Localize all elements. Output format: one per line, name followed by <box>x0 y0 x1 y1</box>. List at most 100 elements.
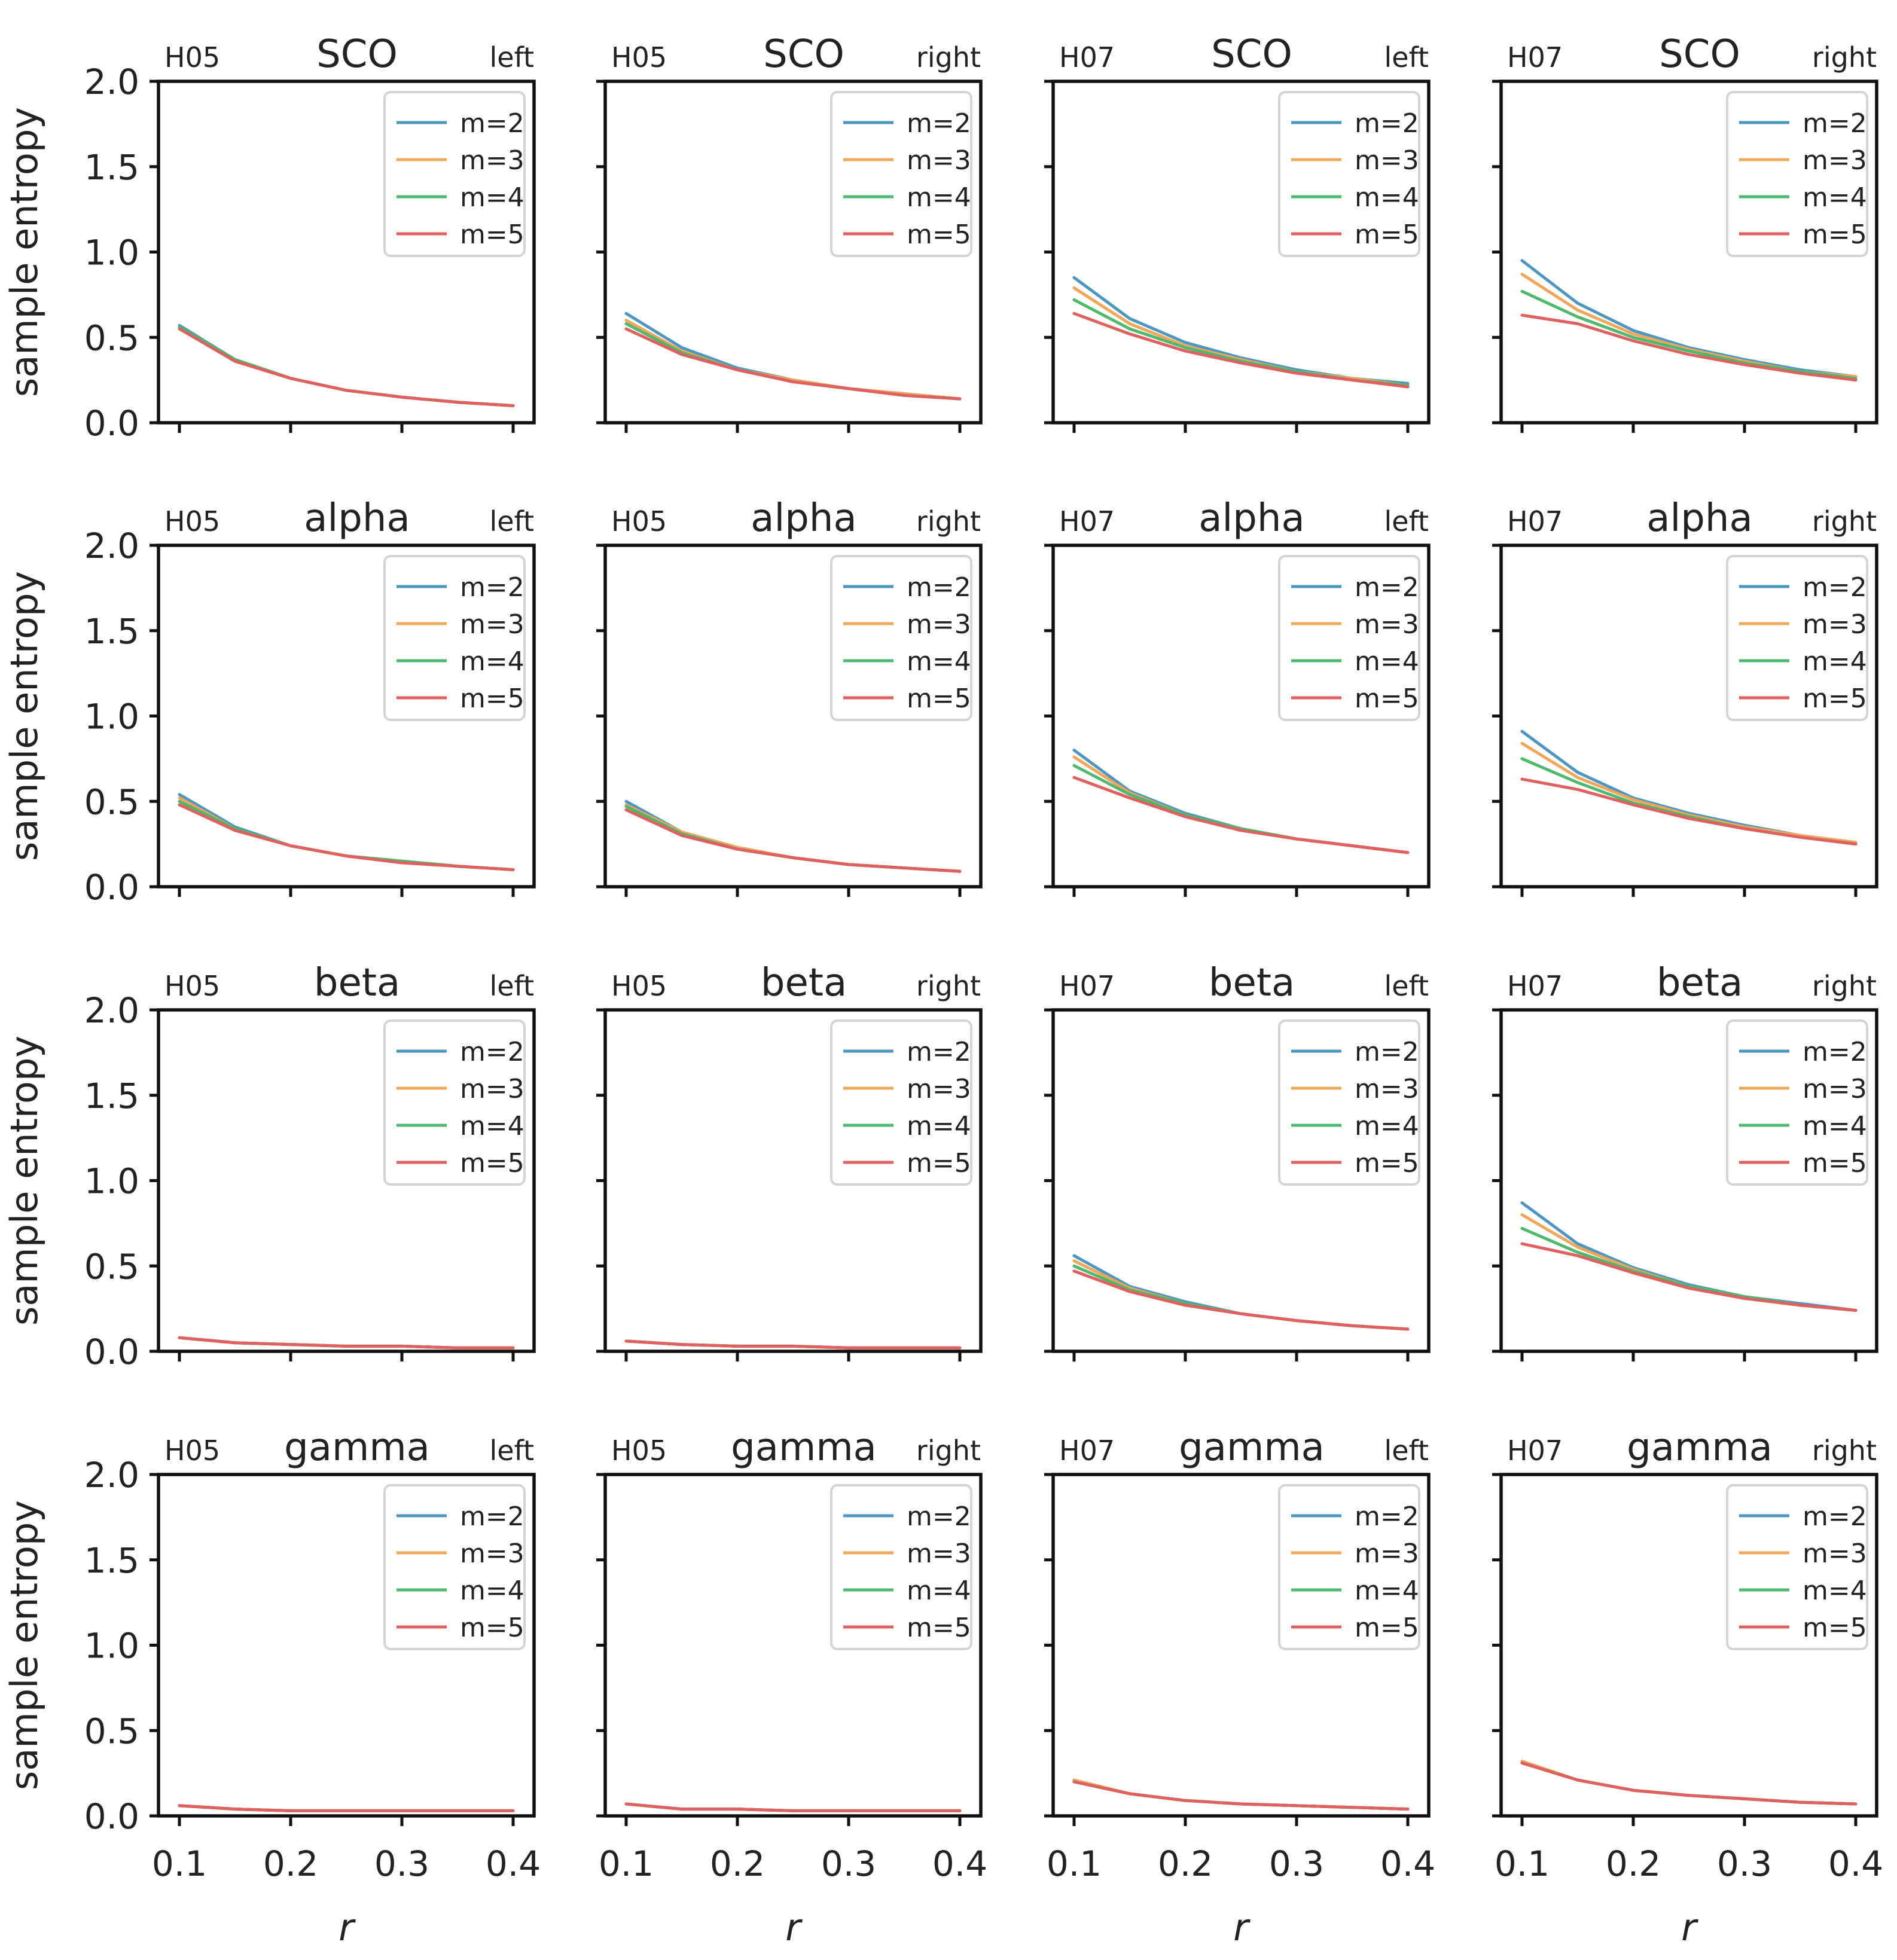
legend-label: m=5 <box>1803 1148 1867 1179</box>
series-line-m5 <box>1520 1761 1858 1806</box>
legend-label: m=5 <box>460 683 524 714</box>
legend-label: m=4 <box>1803 182 1867 213</box>
legend-box <box>830 1484 972 1650</box>
legend-label: m=3 <box>1355 1074 1419 1104</box>
panel-side-label: right <box>1812 1434 1877 1467</box>
panel-side-label: left <box>1384 1434 1429 1467</box>
axes-frame <box>1499 80 1878 425</box>
series-line-m3 <box>1520 741 1858 844</box>
legend-label: m=4 <box>907 646 971 677</box>
x-axis-label: r <box>1681 1906 1698 1949</box>
legend-label: m=5 <box>907 1613 971 1643</box>
axes-frame <box>603 1473 983 1818</box>
y-axis-label: sample entropy <box>2 571 46 861</box>
legend-label: m=4 <box>460 646 524 677</box>
legend-label: m=4 <box>460 1111 524 1141</box>
legend-label: m=5 <box>907 219 971 250</box>
legend-label: m=4 <box>1355 1111 1419 1141</box>
series-line-m2 <box>1520 1760 1858 1806</box>
legend: m=2 m=3 m=4 m=5 <box>830 1019 972 1186</box>
legend-label: m=3 <box>460 1538 524 1569</box>
series-line-m5 <box>1072 1780 1410 1811</box>
legend: m=2 m=3 m=4 m=5 <box>1726 1019 1868 1186</box>
panel-side-label: right <box>1812 41 1877 74</box>
legend: m=2 m=3 m=4 m=5 <box>1726 555 1868 721</box>
panel-band-title: alpha <box>304 496 410 541</box>
x-tick-label: 0.1 <box>1495 1843 1550 1884</box>
legend: m=2 m=3 m=4 m=5 <box>1278 1019 1420 1186</box>
legend: m=2 m=3 m=4 m=5 <box>383 91 526 257</box>
series-line-m3 <box>624 319 962 401</box>
legend-label: m=3 <box>1355 1538 1419 1569</box>
series-line-m2 <box>1072 1254 1410 1331</box>
panel-band-title: beta <box>761 961 847 1005</box>
legend-label: m=5 <box>907 1148 971 1179</box>
x-tick-label: 0.2 <box>1158 1843 1213 1884</box>
y-tick-label: 1.0 <box>84 233 139 273</box>
legend-label: m=4 <box>1803 646 1867 677</box>
x-tick-label: 0.1 <box>1047 1843 1102 1884</box>
panel-band-title: alpha <box>1198 496 1304 541</box>
panel-band-title: beta <box>314 961 400 1005</box>
panel-subject-label: H05 <box>611 41 667 74</box>
panel-side-label: right <box>916 1434 981 1467</box>
y-axis-label: sample entropy <box>2 1036 46 1326</box>
x-tick-label: 0.4 <box>932 1843 987 1884</box>
panel-band-title: SCO <box>1211 32 1292 77</box>
series-line-m4 <box>1520 289 1858 380</box>
series-line-m3 <box>1520 1213 1858 1312</box>
legend-label: m=2 <box>1355 1501 1419 1532</box>
axes-frame <box>157 1008 536 1353</box>
legend-label: m=3 <box>460 609 524 640</box>
series-line-m5 <box>1072 312 1410 389</box>
panel-band-title: gamma <box>1627 1425 1773 1470</box>
panel-subject-label: H05 <box>611 970 667 1002</box>
x-tick-label: 0.3 <box>374 1843 429 1884</box>
x-tick-label: 0.4 <box>486 1843 541 1884</box>
series-line-m4 <box>178 325 515 407</box>
panel-h07-gamma-right: H07 gamma right 0.1 0.2 0.3 0.4 m=2 m=3 m=4 m=5 r <box>1492 1425 1883 1949</box>
legend-box <box>1278 1484 1420 1650</box>
legend-box <box>1726 91 1868 257</box>
panel-h07-alpha-left: H07 alpha left m=2 m=3 m=4 m=5 <box>1044 496 1431 897</box>
x-tick-label: 0.2 <box>710 1843 765 1884</box>
panel-h07-sco-left: H07 SCO left m=2 m=3 m=4 m=5 <box>1044 32 1431 433</box>
panel-band-title: gamma <box>731 1425 877 1470</box>
panel-side-label: left <box>489 505 534 538</box>
legend-label: m=4 <box>1355 1576 1419 1606</box>
panel-subject-label: H07 <box>1059 505 1115 538</box>
panel-subject-label: H07 <box>1059 1434 1115 1467</box>
axes-frame <box>1051 544 1431 889</box>
legend-box <box>830 1019 972 1186</box>
panel-subject-label: H07 <box>1507 970 1563 1002</box>
legend-label: m=5 <box>460 219 524 250</box>
panel-subject-label: H07 <box>1507 505 1563 538</box>
series-line-m5 <box>178 1336 515 1350</box>
panel-h07-beta-right: H07 beta right m=2 m=3 m=4 m=5 <box>1492 961 1878 1361</box>
legend-label: m=2 <box>460 1501 524 1532</box>
legend-box <box>1726 1019 1868 1186</box>
legend-label: m=2 <box>1803 1501 1867 1532</box>
y-tick-label: 1.0 <box>84 697 139 737</box>
series-line-m2 <box>624 799 962 873</box>
series-line-m5 <box>624 327 962 401</box>
axes-frame <box>1499 1473 1878 1818</box>
y-tick-label: 0.5 <box>84 1711 139 1751</box>
legend-box <box>383 91 526 257</box>
legend-box <box>1726 555 1868 721</box>
panel-band-title: gamma <box>284 1425 430 1470</box>
y-tick-label: 0.0 <box>84 1796 139 1837</box>
legend-label: m=5 <box>1355 219 1419 250</box>
legend-label: m=4 <box>1803 1576 1867 1606</box>
series-line-m3 <box>1520 273 1858 378</box>
legend-label: m=3 <box>460 1074 524 1104</box>
panel-h05-alpha-right: H05 alpha right m=2 m=3 m=4 m=5 <box>596 496 983 897</box>
panel-band-title: beta <box>1209 961 1295 1005</box>
series-line-m2 <box>178 323 515 407</box>
legend-label: m=2 <box>460 108 524 139</box>
x-tick-label: 0.4 <box>1828 1843 1883 1884</box>
series-line-m3 <box>178 796 515 871</box>
x-tick-label: 0.4 <box>1380 1843 1435 1884</box>
y-tick-label: 0.0 <box>84 403 139 444</box>
